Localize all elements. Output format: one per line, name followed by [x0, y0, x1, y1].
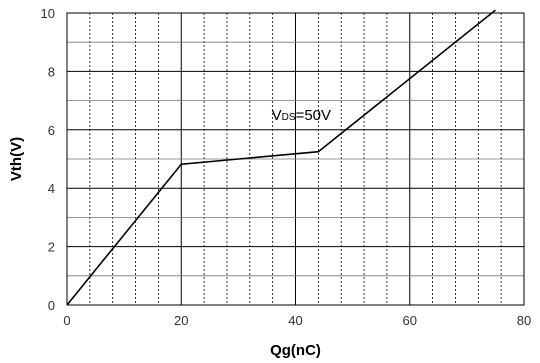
- tick-labels: 0 20 40 60 80 0 2 4 6 8 10: [41, 6, 532, 328]
- annotation-suffix: =50V: [296, 107, 331, 124]
- x-tick-label: 40: [288, 313, 302, 328]
- y-tick-label: 6: [48, 123, 55, 138]
- x-tick-label: 20: [174, 313, 188, 328]
- grid: [67, 13, 524, 305]
- y-tick-label: 8: [48, 64, 55, 79]
- x-tick-label: 60: [403, 313, 417, 328]
- x-tick-label: 80: [517, 313, 531, 328]
- y-tick-label: 0: [48, 298, 55, 313]
- annotation-prefix: V: [272, 107, 282, 124]
- x-tick-label: 0: [63, 313, 70, 328]
- x-axis-label: Qg(nC): [270, 342, 321, 359]
- y-tick-label: 4: [48, 181, 55, 196]
- series-lines: [66, 9, 496, 306]
- plot-frame: [66, 12, 525, 306]
- series-line: [66, 9, 496, 306]
- y-axis-label: Vth(V): [8, 137, 25, 181]
- annotation-subscript: DS: [282, 112, 296, 123]
- y-tick-label: 2: [48, 240, 55, 255]
- y-tick-label: 10: [41, 6, 55, 21]
- vds-annotation: VDS=50V: [272, 107, 331, 124]
